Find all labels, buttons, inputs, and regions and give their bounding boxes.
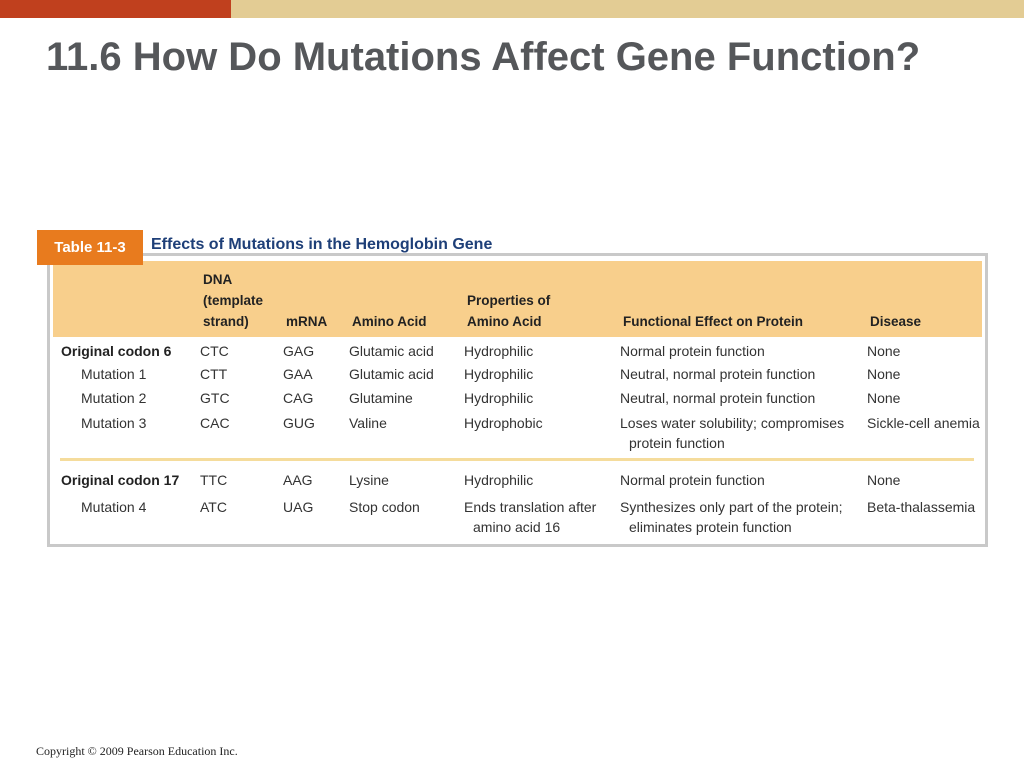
cell-properties: Hydrophilic	[464, 366, 534, 382]
cell-properties: Hydrophobic	[464, 415, 543, 431]
cell-mrna: UAG	[283, 499, 314, 515]
mutation-table: DNA (template strand) mRNA Amino Acid Pr…	[47, 253, 988, 547]
table-caption: Effects of Mutations in the Hemoglobin G…	[151, 236, 493, 253]
cell-mrna: GUG	[283, 415, 315, 431]
cell-disease: None	[867, 366, 901, 382]
header-disease: Disease	[870, 314, 922, 329]
row-label: Mutation 2	[81, 390, 147, 406]
header-functional-effect: Functional Effect on Protein	[623, 314, 804, 329]
cell-amino-acid: Glutamine	[349, 390, 413, 406]
row-label: Original codon 6	[61, 343, 172, 359]
cell-functional-effect: Normal protein function	[620, 472, 765, 488]
cell-dna: GTC	[200, 390, 230, 406]
cell-functional-effect: Normal protein function	[620, 343, 765, 359]
cell-mrna: AAG	[283, 472, 313, 488]
row-label: Mutation 4	[81, 499, 147, 515]
cell-amino-acid: Glutamic acid	[349, 366, 434, 382]
cell-properties: Ends translation after amino acid 16	[464, 499, 597, 535]
table-number-tag: Table 11-3	[37, 230, 143, 265]
cell-disease: None	[867, 343, 901, 359]
cell-dna: CAC	[200, 415, 230, 431]
cell-properties: Hydrophilic	[464, 343, 534, 359]
header-dna: DNA (template strand)	[203, 272, 264, 329]
cell-dna: ATC	[200, 499, 227, 515]
cell-mrna: GAA	[283, 366, 313, 382]
cell-mrna: GAG	[283, 343, 315, 359]
cell-dna: TTC	[200, 472, 228, 488]
cell-disease: Beta-thalassemia	[867, 499, 976, 515]
cell-functional-effect: Synthesizes only part of the protein; el…	[620, 499, 843, 535]
row-label: Mutation 3	[81, 415, 147, 431]
header-properties: Properties of Amino Acid	[467, 293, 551, 329]
cell-amino-acid: Stop codon	[349, 499, 420, 515]
title-accent-bar-tan	[231, 0, 1024, 18]
row-label: Mutation 1	[81, 366, 147, 382]
cell-functional-effect: Neutral, normal protein function	[620, 366, 816, 382]
cell-amino-acid: Lysine	[349, 472, 389, 488]
title-accent-bar-red	[0, 0, 231, 18]
cell-disease: None	[867, 472, 901, 488]
table-header-row: DNA (template strand) mRNA Amino Acid Pr…	[53, 261, 982, 337]
cell-functional-effect: Loses water solubility; compromises prot…	[620, 415, 845, 451]
cell-dna: CTT	[200, 366, 228, 382]
header-amino-acid: Amino Acid	[352, 314, 427, 329]
cell-functional-effect: Neutral, normal protein function	[620, 390, 816, 406]
header-mrna: mRNA	[286, 314, 328, 329]
row-label: Original codon 17	[61, 472, 180, 488]
cell-disease: Sickle-cell anemia	[867, 415, 980, 431]
cell-amino-acid: Valine	[349, 415, 387, 431]
cell-properties: Hydrophilic	[464, 390, 534, 406]
cell-disease: None	[867, 390, 901, 406]
cell-amino-acid: Glutamic acid	[349, 343, 434, 359]
row-group-divider	[60, 458, 974, 461]
cell-mrna: CAG	[283, 390, 314, 406]
copyright-notice: Copyright © 2009 Pearson Education Inc.	[36, 744, 238, 758]
cell-properties: Hydrophilic	[464, 472, 534, 488]
slide-title: 11.6 How Do Mutations Affect Gene Functi…	[46, 35, 921, 79]
cell-dna: CTC	[200, 343, 229, 359]
